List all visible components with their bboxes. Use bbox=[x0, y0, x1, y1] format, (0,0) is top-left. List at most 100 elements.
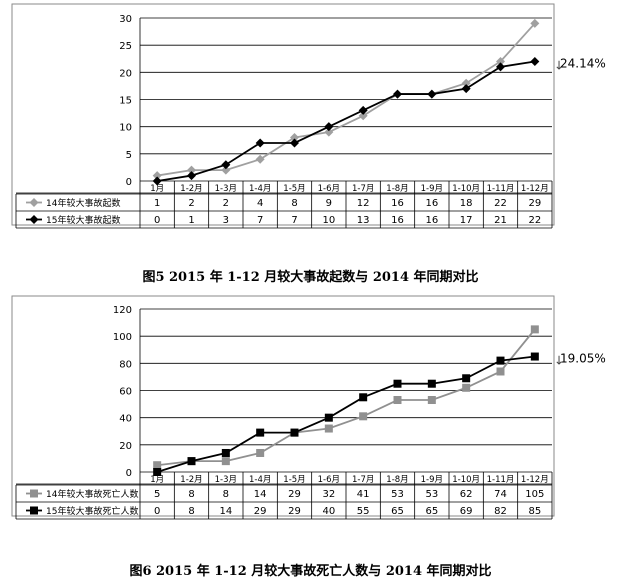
table-value: 8 bbox=[188, 489, 194, 500]
category-label: 1-11月 bbox=[487, 475, 515, 485]
table-value: 21 bbox=[494, 215, 507, 226]
table-value: 74 bbox=[494, 489, 507, 500]
data-point bbox=[530, 56, 540, 66]
series-line bbox=[156, 355, 535, 473]
category-label: 1-8月 bbox=[386, 475, 408, 485]
data-point bbox=[290, 133, 299, 143]
data-point bbox=[496, 356, 505, 365]
category-label: 1-3月 bbox=[215, 184, 237, 194]
y-tick-label: 40 bbox=[119, 414, 132, 425]
data-point bbox=[324, 424, 333, 433]
data-point bbox=[393, 89, 402, 99]
table-value: 8 bbox=[188, 506, 194, 517]
category-label: 1-2月 bbox=[180, 475, 202, 485]
data-point bbox=[359, 412, 368, 421]
series-line bbox=[157, 60, 535, 182]
category-label: 1-12月 bbox=[521, 184, 549, 194]
data-point bbox=[427, 89, 437, 99]
data-point bbox=[359, 393, 368, 402]
down-arrow: ↓ bbox=[554, 354, 564, 368]
table-value: 13 bbox=[357, 215, 370, 226]
data-point bbox=[530, 352, 539, 361]
table-value: 8 bbox=[291, 198, 297, 209]
data-point bbox=[393, 379, 402, 388]
data-point bbox=[530, 18, 540, 28]
data-point bbox=[530, 325, 539, 334]
table-value: 2 bbox=[223, 198, 229, 209]
series-name: 14年较大事故死亡人数 bbox=[46, 488, 138, 500]
table-value: 1 bbox=[188, 215, 194, 226]
table-value: 85 bbox=[528, 506, 541, 517]
data-point bbox=[221, 160, 231, 170]
table-value: 65 bbox=[425, 506, 438, 517]
table-value: 12 bbox=[357, 198, 370, 209]
legend-marker bbox=[29, 198, 39, 207]
legend-marker bbox=[29, 215, 39, 224]
table-value: 53 bbox=[425, 489, 438, 500]
chart-6-caption: 图6 2015 年 1-12 月较大事故死亡人数与 2014 年同期对比 bbox=[129, 564, 492, 579]
y-tick-label: 30 bbox=[119, 14, 132, 25]
data-point bbox=[393, 396, 402, 405]
table-value: 29 bbox=[254, 506, 267, 517]
data-point bbox=[256, 428, 265, 437]
data-point bbox=[461, 78, 471, 88]
y-tick-label: 20 bbox=[119, 68, 132, 79]
category-label: 1-5月 bbox=[283, 475, 305, 485]
table-value: 16 bbox=[425, 215, 438, 226]
data-point bbox=[462, 374, 471, 383]
data-point bbox=[153, 468, 162, 476]
data-point bbox=[221, 448, 230, 457]
y-tick-label: 60 bbox=[119, 387, 132, 398]
chart-frame bbox=[11, 3, 555, 226]
data-point bbox=[255, 154, 265, 164]
table-value: 41 bbox=[357, 489, 370, 500]
data-point bbox=[187, 171, 196, 181]
table-value: 1 bbox=[154, 198, 160, 209]
y-tick-label: 10 bbox=[119, 123, 132, 134]
data-point bbox=[324, 127, 334, 137]
category-label: 1-10月 bbox=[452, 475, 480, 485]
table-value: 0 bbox=[154, 506, 160, 517]
category-label: 1-10月 bbox=[452, 184, 480, 194]
legend-marker bbox=[30, 506, 38, 515]
data-point bbox=[358, 111, 368, 121]
data-point bbox=[290, 138, 299, 148]
table-value: 16 bbox=[391, 215, 404, 226]
table-value: 9 bbox=[326, 198, 332, 209]
table-value: 10 bbox=[322, 215, 335, 226]
legend-marker bbox=[30, 489, 38, 498]
y-tick-label: 0 bbox=[126, 177, 132, 188]
y-tick-label: 100 bbox=[113, 332, 132, 343]
table-value: 62 bbox=[460, 489, 473, 500]
table-value: 5 bbox=[154, 489, 160, 500]
data-point bbox=[221, 165, 231, 175]
data-point bbox=[461, 84, 471, 94]
y-tick-label: 25 bbox=[119, 41, 132, 52]
category-label: 1-12月 bbox=[521, 475, 549, 485]
category-label: 1-7月 bbox=[352, 184, 374, 194]
category-label: 1-8月 bbox=[386, 184, 408, 194]
data-point bbox=[152, 171, 162, 181]
table-value: 3 bbox=[223, 215, 229, 226]
data-point bbox=[153, 461, 162, 470]
series-line bbox=[157, 328, 536, 467]
data-point bbox=[290, 428, 299, 437]
y-tick-label: 0 bbox=[126, 468, 132, 479]
data-point bbox=[187, 457, 196, 466]
decrease-annotation: 24.14% bbox=[560, 56, 606, 70]
data-point bbox=[256, 448, 265, 457]
chart-panel-5: 0 5 10 15 20 25 30 1月 1-2月 1-3月 1-4月 1-5月 1-6月 1-7月 1-… bbox=[0, 0, 621, 290]
data-point bbox=[187, 165, 196, 175]
data-point bbox=[221, 457, 230, 466]
series-line bbox=[157, 22, 536, 177]
y-tick-label: 80 bbox=[119, 359, 132, 370]
category-label: 1-2月 bbox=[180, 184, 202, 194]
category-label: 1-6月 bbox=[318, 475, 340, 485]
data-point bbox=[255, 138, 265, 148]
table-value: 22 bbox=[528, 215, 541, 226]
table-value: 40 bbox=[322, 506, 335, 517]
table-value: 8 bbox=[223, 489, 229, 500]
data-point bbox=[462, 383, 471, 392]
